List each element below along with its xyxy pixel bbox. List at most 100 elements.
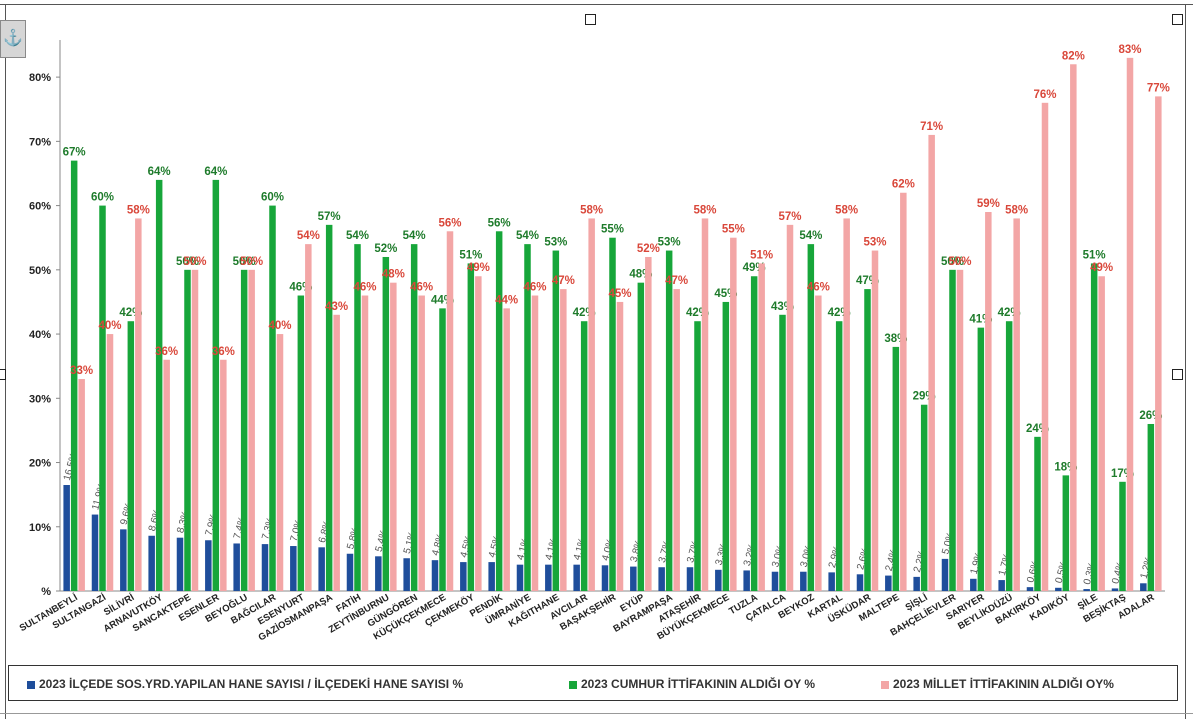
bar-series-2 [552,250,560,591]
bar-series-1 [176,537,184,591]
data-label-series-3: 59% [977,198,1000,210]
bar-series-2 [665,250,673,591]
data-label-series-3: 50% [948,256,971,268]
bar-series-3 [163,359,170,591]
data-label-series-2: 67% [63,147,86,159]
data-label-series-3: 58% [1005,204,1028,216]
bar-series-1 [1111,588,1119,591]
bar-series-3 [1155,96,1162,591]
bar-series-3 [786,224,794,591]
bar-series-2 [637,282,645,591]
bar-series-2 [779,314,786,591]
bar-series-1 [488,562,495,591]
bar-series-3 [758,263,765,591]
bar-series-2 [99,205,106,591]
bar-series-3 [78,379,85,591]
data-label-series-3: 71% [920,121,943,133]
bar-series-3 [956,269,964,591]
bar-series-1 [913,576,920,591]
bar-series-2 [410,244,418,592]
data-label-series-3: 57% [778,211,801,223]
data-label-series-2: 56% [488,217,511,229]
bar-series-2 [1147,423,1155,591]
data-label-series-3: 36% [155,346,178,358]
bar-series-2 [127,321,135,591]
frame-bottom-line [0,713,1193,714]
bar-series-3 [588,218,595,591]
bar-series-3 [191,269,199,591]
bar-series-1 [743,570,750,591]
bar-series-3 [418,295,425,591]
bar-series-1 [346,553,354,591]
bar-series-2 [892,346,900,591]
bar-series-2 [297,295,305,591]
bar-series-2 [722,301,730,591]
bar-series-3 [673,289,680,591]
bar-series-3 [305,244,312,592]
chart-legend: 2023 İLÇEDE SOS.YRD.YAPILAN HANE SAYISI … [8,665,1178,701]
y-tick-label: 50% [29,265,51,277]
bar-series-1 [403,558,410,591]
bar-series-1 [545,564,552,591]
bar-series-3 [1126,57,1134,592]
bar-series-3 [1041,102,1049,591]
bar-series-3 [446,231,454,591]
bar-series-2 [609,237,616,592]
resize-handle-right[interactable] [1172,369,1183,380]
legend-label-series-3: 2023 MİLLET İTTİFAKININ ALDIĞI OY% [893,677,1114,691]
bar-series-2 [835,321,843,591]
bar-series-2 [439,308,446,591]
bar-series-2 [1005,321,1013,591]
data-label-series-3: 36% [212,346,235,358]
bar-series-3 [361,295,369,591]
bar-series-2 [977,327,985,591]
bar-series-2 [269,205,276,591]
bar-series-1 [1055,587,1062,591]
bar-series-1 [658,567,665,591]
bar-series-1 [941,558,949,591]
bar-series-1 [516,564,524,591]
bar-series-2 [694,321,701,591]
bar-series-3 [985,212,992,591]
bar-series-3 [333,314,340,591]
data-label-series-3: 77% [1147,82,1170,94]
legend-item-series-2: 2023 CUMHUR İTTİFAKININ ALDIĞI OY % [569,677,815,691]
resize-handle-top[interactable] [585,14,596,25]
bar-series-3 [106,334,114,591]
data-label-series-2: 52% [374,243,397,255]
bar-series-1 [998,580,1005,591]
bar-series-1 [261,544,269,591]
bar-series-1 [63,485,70,591]
bar-series-1 [1026,587,1034,591]
bar-series-2 [580,321,588,591]
data-label-series-3: 50% [240,256,263,268]
frame-right-line [1185,4,1186,719]
resize-handle-left[interactable] [0,369,6,380]
resize-handle-top-right[interactable] [1172,14,1183,25]
bar-series-2 [864,289,871,591]
data-label-series-2: 60% [91,192,114,204]
bar-series-2 [382,256,390,591]
bar-series-1 [91,514,99,591]
data-label-series-2: 54% [346,230,369,242]
data-label-series-3: 45% [608,288,631,300]
data-label-series-3: 52% [637,243,660,255]
bar-series-2 [467,263,475,591]
data-label-series-2: 51% [1083,249,1106,261]
bar-series-2 [524,244,531,592]
data-label-series-3: 50% [183,256,206,268]
data-label-series-3: 44% [495,294,518,306]
legend-item-series-3: 2023 MİLLET İTTİFAKININ ALDIĞI OY% [881,677,1114,691]
bar-series-1 [715,569,722,591]
bar-series-3 [276,334,284,591]
anchor-icon[interactable]: ⚓ [0,20,26,58]
data-label-series-3: 48% [382,269,405,281]
data-label-series-2: 54% [403,230,426,242]
bar-series-1 [460,562,467,591]
frame-top-line [0,4,1193,5]
y-tick-label: 40% [29,329,51,341]
bar-series-2 [212,179,220,592]
bar-series-1 [630,566,637,591]
data-label-series-3: 54% [297,230,320,242]
y-tick-label: 30% [29,393,51,405]
